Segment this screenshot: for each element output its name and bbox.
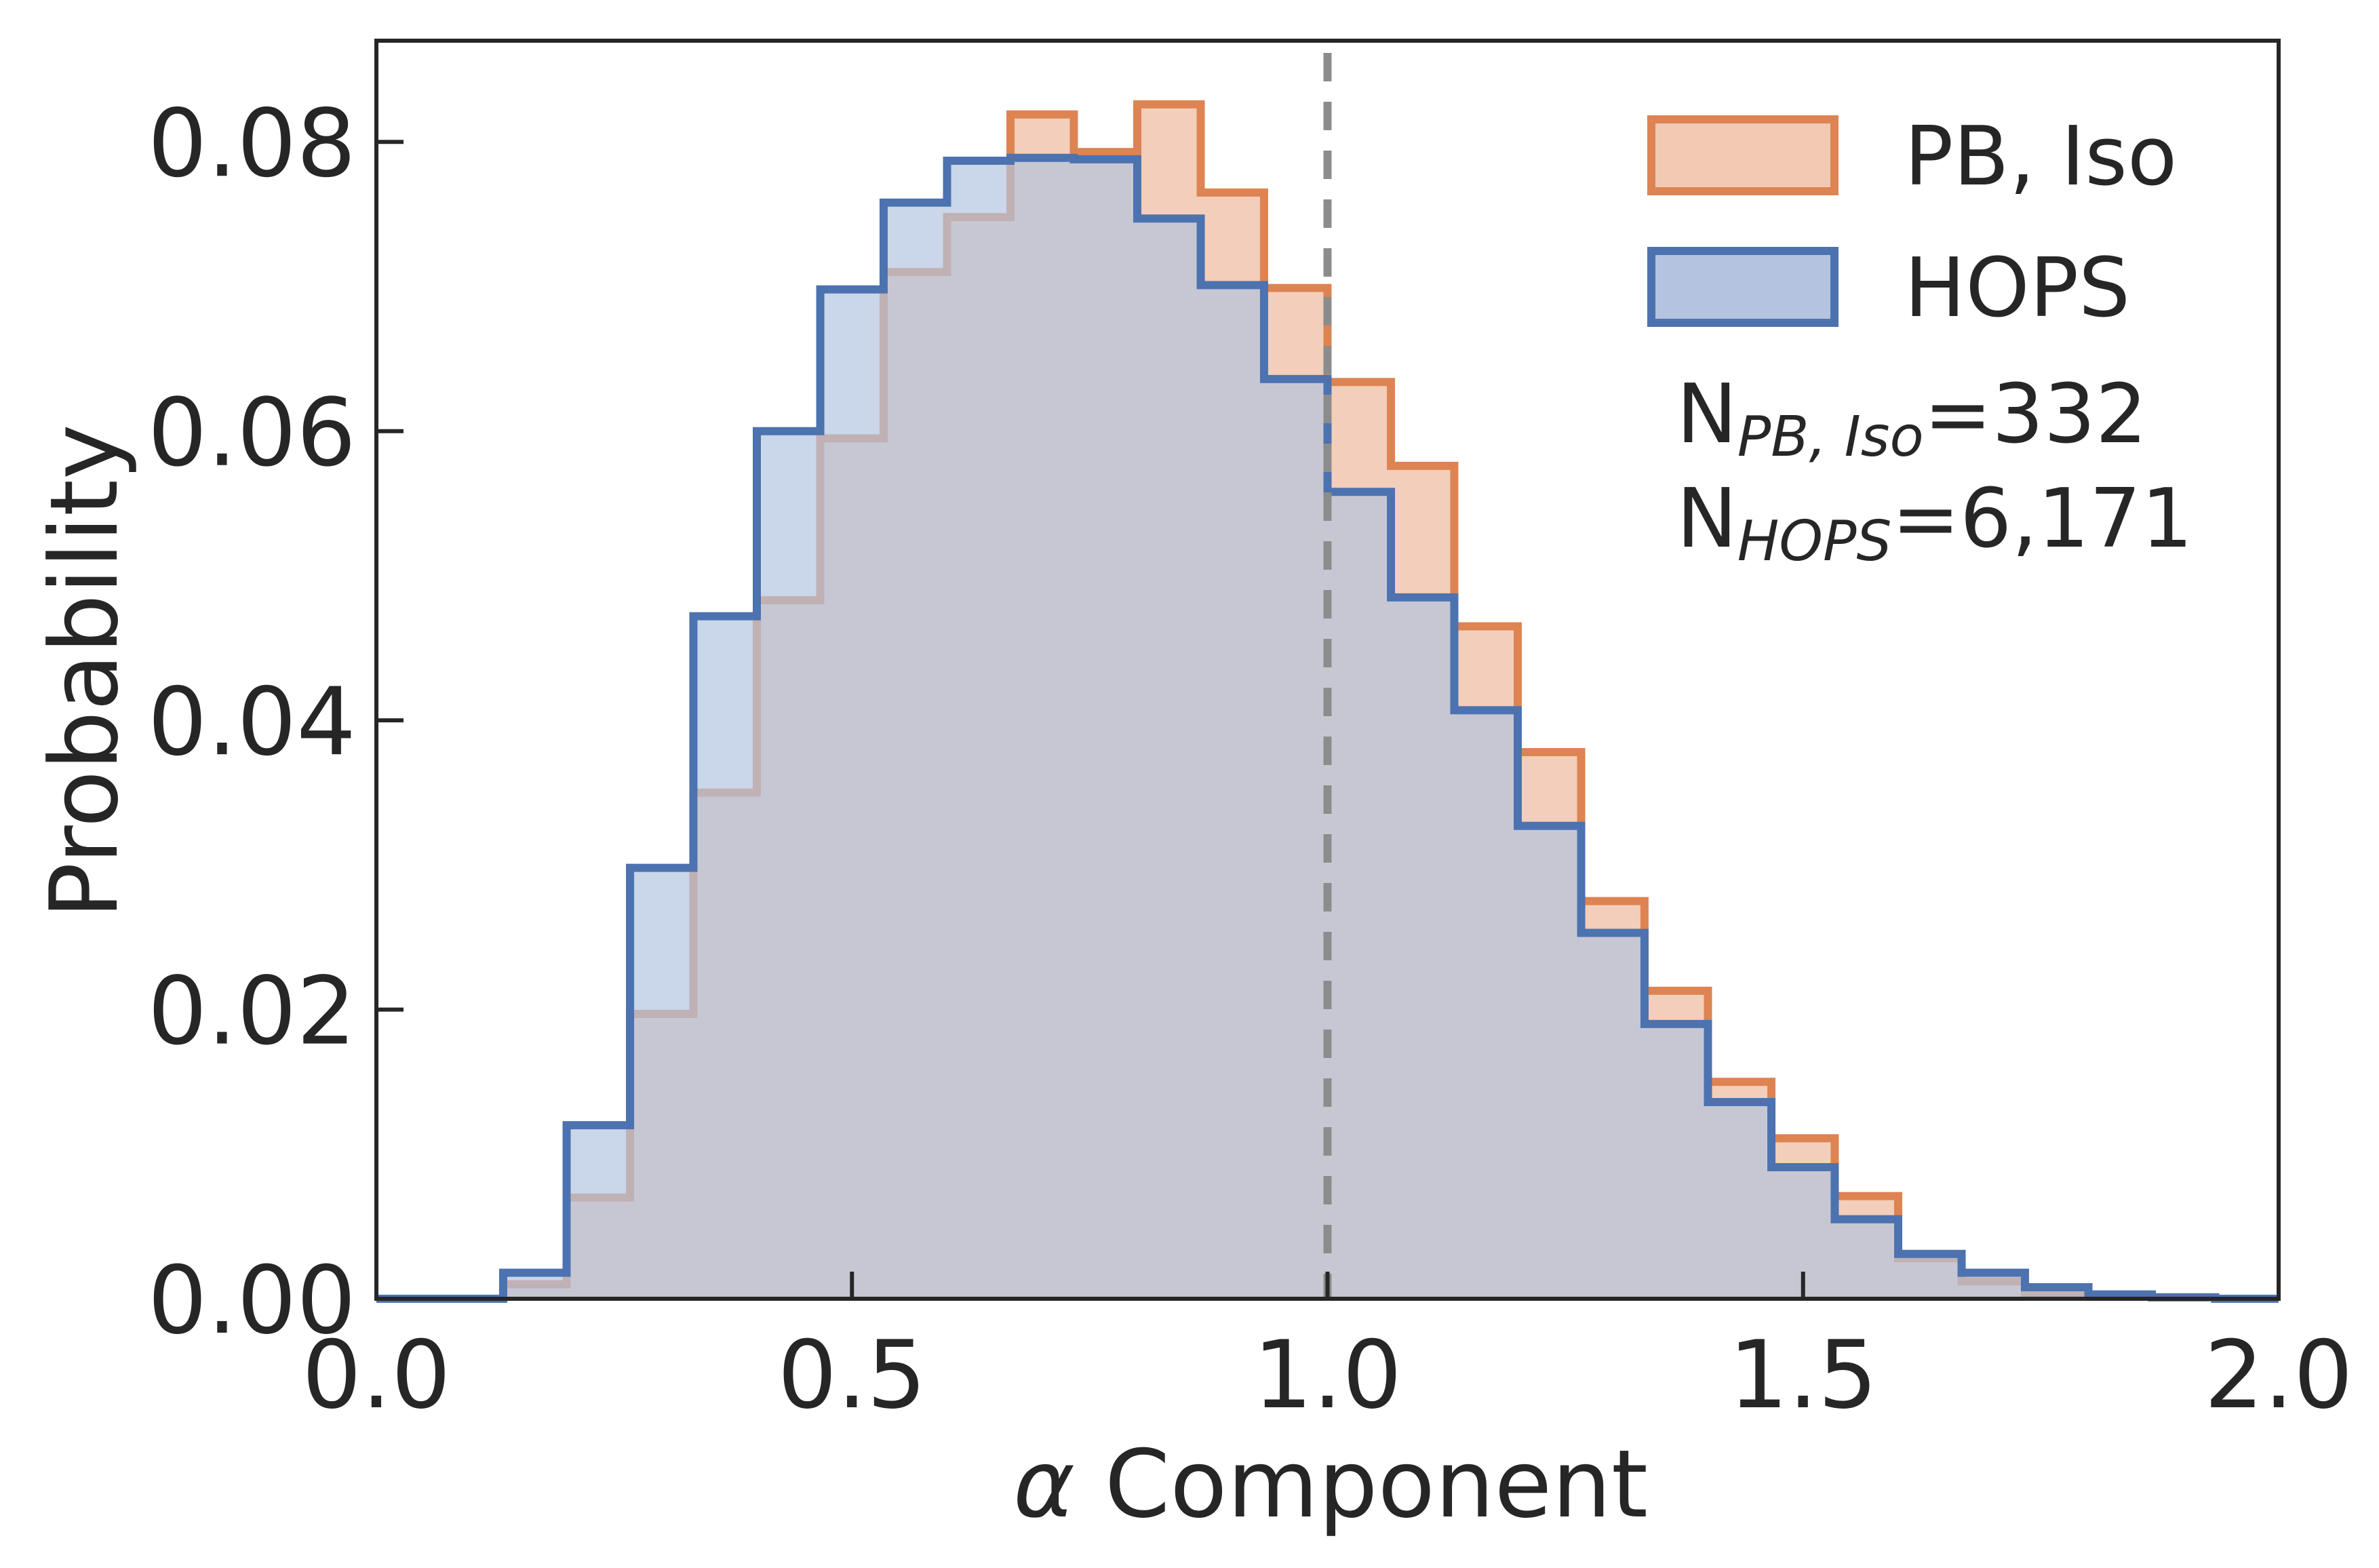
bar-hops bbox=[1961, 1272, 2025, 1299]
bar-hops bbox=[503, 1272, 567, 1299]
outline-hops bbox=[376, 153, 2279, 1303]
bar-hops bbox=[1708, 1102, 1772, 1299]
y-tick-label: 0.02 bbox=[148, 957, 356, 1066]
x-tick-label: 1.0 bbox=[1253, 1320, 1402, 1430]
x-tick-label: 0.5 bbox=[778, 1320, 926, 1430]
x-axis-title-text: Component bbox=[1075, 1430, 1648, 1539]
x-axis-title-symbol: α bbox=[1013, 1430, 1075, 1539]
x-tick-label: 2.0 bbox=[2204, 1320, 2353, 1430]
bar-hops bbox=[1644, 1023, 1708, 1299]
y-tick-label: 0.06 bbox=[148, 378, 356, 488]
bar-hops bbox=[1263, 378, 1328, 1299]
annotation-hops-value: =6,171 bbox=[1891, 472, 2193, 566]
bar-hops bbox=[1898, 1253, 1962, 1299]
bar-hops bbox=[1010, 157, 1074, 1299]
annotation-pb-iso-main: N bbox=[1676, 368, 1737, 462]
bar-hops bbox=[1454, 710, 1518, 1299]
bar-hops bbox=[947, 160, 1011, 1299]
legend: PB, Iso HOPS bbox=[1647, 110, 2177, 336]
bar-hops bbox=[1581, 933, 1645, 1299]
bar-hops bbox=[1074, 159, 1137, 1299]
bar-hops bbox=[1137, 218, 1201, 1299]
legend-swatch-hops bbox=[1647, 247, 1839, 327]
x-tick-label: 1.5 bbox=[1729, 1320, 1877, 1430]
bar-hops bbox=[1518, 825, 1581, 1299]
series-hops bbox=[376, 153, 2279, 1303]
bar-hops bbox=[1834, 1219, 1898, 1299]
annotation-hops: NHOPS=6,171 bbox=[1676, 472, 2193, 574]
y-tick-label: 0.04 bbox=[148, 667, 356, 777]
bar-hops bbox=[1327, 492, 1392, 1299]
legend-label-pb-iso: PB, Iso bbox=[1904, 110, 2177, 204]
y-axis-title: Probability bbox=[30, 424, 139, 919]
bar-hops bbox=[820, 289, 884, 1299]
bar-hops bbox=[1391, 597, 1455, 1299]
bar-hops bbox=[883, 202, 947, 1299]
annotation-hops-main: N bbox=[1676, 472, 1737, 566]
annotation-pb-iso-value: =332 bbox=[1924, 368, 2148, 462]
legend-label-hops: HOPS bbox=[1904, 241, 2130, 336]
histogram-bars bbox=[376, 100, 2279, 1303]
y-tick-label: 0.00 bbox=[148, 1246, 356, 1355]
x-axis-title: α Component bbox=[1013, 1430, 1648, 1539]
x-tick-label: 0.0 bbox=[302, 1320, 450, 1430]
bar-hops bbox=[757, 431, 821, 1299]
sample-size-annotations: NPB, Iso=332 NHOPS=6,171 bbox=[1676, 368, 2193, 574]
bar-hops bbox=[566, 1125, 631, 1299]
y-tick-label: 0.08 bbox=[148, 89, 356, 198]
annotation-pb-iso-sub: PB, Iso bbox=[1737, 405, 1924, 469]
axis-ticks: 0.0 0.5 1.0 1.5 2.0 0.00 0.02 0.04 0.06 0.08 bbox=[148, 89, 2353, 1430]
annotation-hops-sub: HOPS bbox=[1737, 509, 1892, 574]
legend-swatch-pb-iso bbox=[1647, 115, 1839, 195]
bar-hops bbox=[630, 867, 694, 1299]
bar-hops bbox=[1200, 285, 1264, 1299]
annotation-pb-iso: NPB, Iso=332 bbox=[1676, 368, 2147, 469]
bar-hops bbox=[693, 616, 757, 1299]
